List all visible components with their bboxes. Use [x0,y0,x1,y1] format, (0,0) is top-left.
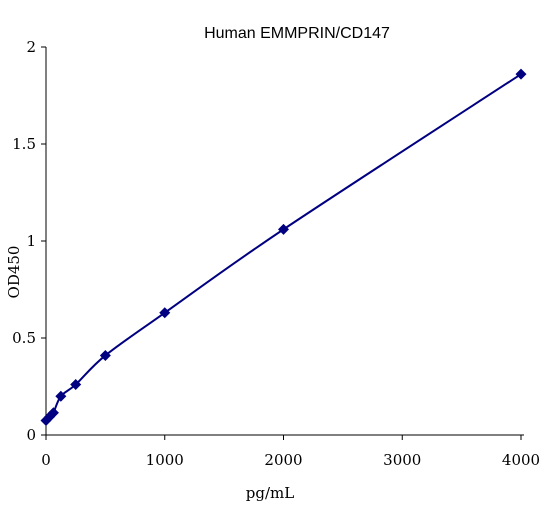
data-point [278,223,289,235]
data-point [99,349,111,361]
y-tick-label: 1 [26,232,36,250]
x-tick-label: 4000 [502,451,540,469]
x-tick-label: 2000 [264,451,302,469]
chart-title: Human EMMPRIN/CD147 [204,25,390,42]
series-line [45,73,522,422]
x-tick-label: 0 [41,451,51,469]
ticks: 0 1000 2000 3000 4000 0 0.5 1 1.5 2 [12,38,540,469]
data-point [515,68,527,80]
y-tick-label: 1.5 [12,135,36,153]
plot-area [40,68,527,426]
y-tick-label: 0 [26,426,36,444]
x-tick-label: 3000 [383,451,421,469]
y-axis-label: OD450 [5,246,23,299]
data-point [55,390,67,402]
axes [45,47,524,436]
data-point [70,379,82,391]
data-point [159,307,171,319]
x-axis-label: pg/mL [246,484,294,502]
y-tick-label: 2 [26,38,36,56]
y-tick-label: 0.5 [12,329,36,347]
x-tick-label: 1000 [146,451,184,469]
data-point [47,407,59,419]
